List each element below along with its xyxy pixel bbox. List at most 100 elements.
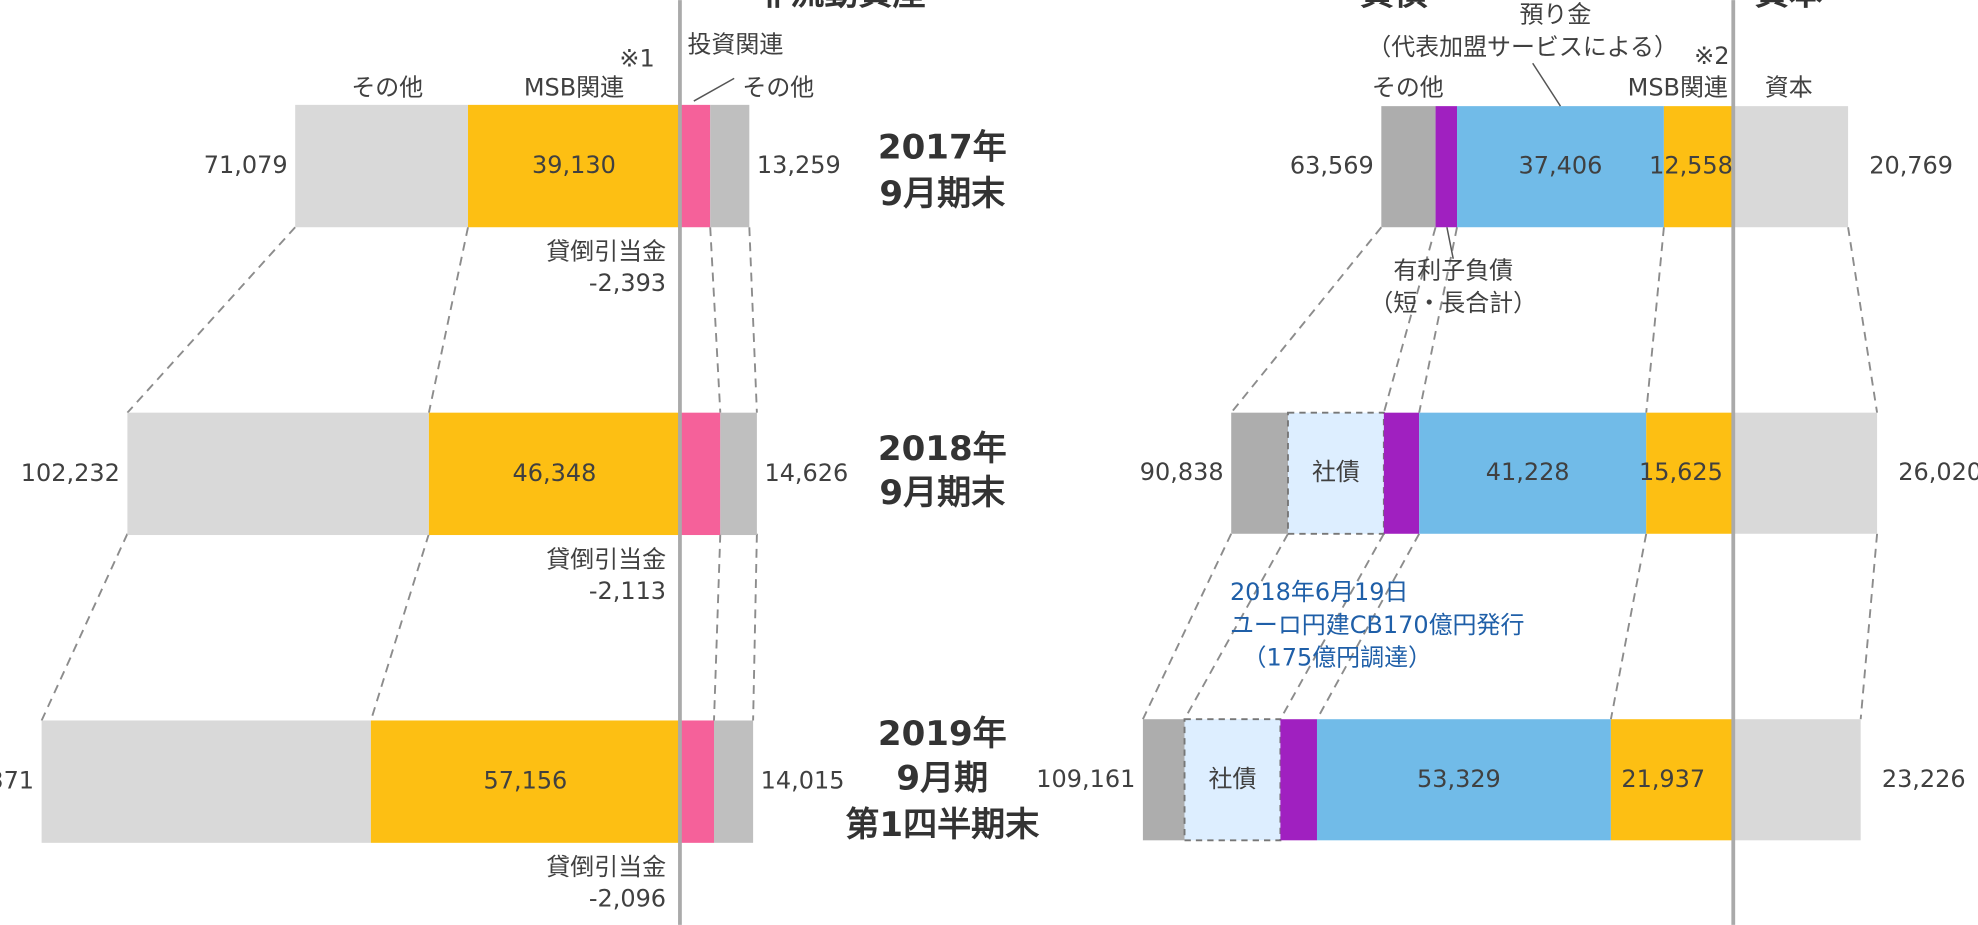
- connector: [1645, 227, 1665, 413]
- label: 41,228: [1486, 458, 1570, 486]
- period-label: 第1四半期末: [845, 805, 1039, 845]
- label: -2,393: [589, 269, 666, 297]
- label: 371: [0, 767, 34, 795]
- label: 63,569: [1290, 152, 1374, 180]
- connector: [1609, 533, 1648, 720]
- label: 社債: [1209, 765, 1257, 793]
- header: 非流動資産: [756, 0, 926, 14]
- other-segment: [720, 412, 757, 536]
- label: 57,156: [483, 767, 567, 795]
- connector: [126, 226, 296, 414]
- invest-segment: [679, 412, 721, 536]
- label: 資本: [1765, 73, 1813, 101]
- debt-segment: [1435, 106, 1458, 228]
- annotation: 2018年6月19日: [1230, 578, 1409, 606]
- label: 20,769: [1869, 152, 1953, 180]
- label: 投資関連: [688, 31, 784, 59]
- bond-segment: [1287, 411, 1385, 535]
- msb-segment: [1610, 719, 1734, 841]
- period-label: 2019年: [878, 714, 1007, 754]
- label: 46,348: [513, 459, 597, 487]
- leader: [693, 77, 735, 102]
- msb-segment: [428, 412, 680, 536]
- label: 14,015: [761, 767, 845, 795]
- debt-segment: [1383, 412, 1420, 534]
- label: 貸倒引当金: [546, 545, 666, 573]
- connector: [1382, 226, 1437, 413]
- connector: [752, 533, 758, 721]
- label: 預り金: [1519, 0, 1591, 28]
- label: MSB関連: [1628, 73, 1728, 101]
- invest-segment: [679, 720, 714, 843]
- period-label: 9月期: [896, 758, 988, 798]
- other-segment: [41, 720, 371, 843]
- label: その他: [1372, 73, 1444, 101]
- equity-segment: [1733, 106, 1849, 228]
- connector: [1230, 226, 1383, 414]
- label: 53,329: [1417, 765, 1501, 793]
- deposit-segment: [1457, 106, 1664, 228]
- label: （短・長合計）: [1369, 289, 1537, 317]
- equity-segment: [1733, 412, 1878, 534]
- label: 社債: [1312, 458, 1360, 486]
- connector: [1316, 533, 1420, 720]
- label: 15,625: [1639, 458, 1723, 486]
- other-segment: [295, 104, 469, 228]
- label: -2,096: [589, 885, 666, 913]
- msb-segment: [370, 720, 680, 843]
- connector: [427, 227, 469, 413]
- header: 資本: [1755, 0, 1823, 14]
- connector: [709, 227, 722, 413]
- msb-segment: [1663, 106, 1734, 228]
- leader: [1446, 227, 1454, 259]
- label: ※2: [1694, 42, 1729, 70]
- connector: [1847, 227, 1879, 413]
- label: 21,937: [1621, 765, 1705, 793]
- label: （代表加盟サービスによる）: [1367, 33, 1678, 61]
- other-segment: [710, 104, 750, 228]
- label: 37,406: [1519, 152, 1603, 180]
- period-label: 2018年: [878, 429, 1007, 469]
- msb-segment: [468, 104, 680, 228]
- msb-segment: [1646, 412, 1734, 534]
- label: -2,113: [589, 577, 666, 605]
- bond-segment: [1183, 718, 1282, 842]
- label: 貸倒引当金: [546, 853, 666, 881]
- label: 14,626: [764, 459, 848, 487]
- connector: [748, 227, 758, 413]
- other-segment: [713, 720, 754, 843]
- label: その他: [742, 73, 814, 101]
- debt-segment: [1280, 719, 1317, 841]
- connector: [1279, 533, 1385, 720]
- other-segment: [1142, 719, 1185, 841]
- connector: [713, 533, 722, 721]
- label: 102,232: [21, 459, 120, 487]
- deposit-segment: [1316, 719, 1611, 841]
- equity-segment: [1733, 719, 1861, 841]
- label: 39,130: [532, 151, 616, 179]
- label: その他: [351, 73, 423, 101]
- label: 12,558: [1649, 152, 1733, 180]
- invest-segment: [679, 104, 711, 228]
- other-segment: [127, 412, 429, 536]
- other-segment: [1231, 412, 1288, 534]
- annotation: ユーロ円建CB170億円発行: [1230, 611, 1524, 639]
- annotation: （175億円調達）: [1243, 644, 1432, 672]
- connector: [369, 533, 430, 721]
- period-label: 2017年: [878, 128, 1007, 168]
- leader: [1532, 62, 1562, 107]
- deposit-segment: [1419, 412, 1647, 534]
- label: 109,161: [1036, 765, 1135, 793]
- other-segment: [1381, 106, 1436, 228]
- label: 有利子負債: [1393, 256, 1513, 284]
- connector: [1142, 533, 1233, 720]
- period-label: 9月期末: [879, 174, 1005, 214]
- label: ※1: [619, 44, 654, 72]
- connector: [1859, 533, 1879, 720]
- header: 負債: [1360, 0, 1428, 14]
- label: 71,079: [204, 151, 288, 179]
- label: 26,020: [1898, 458, 1978, 486]
